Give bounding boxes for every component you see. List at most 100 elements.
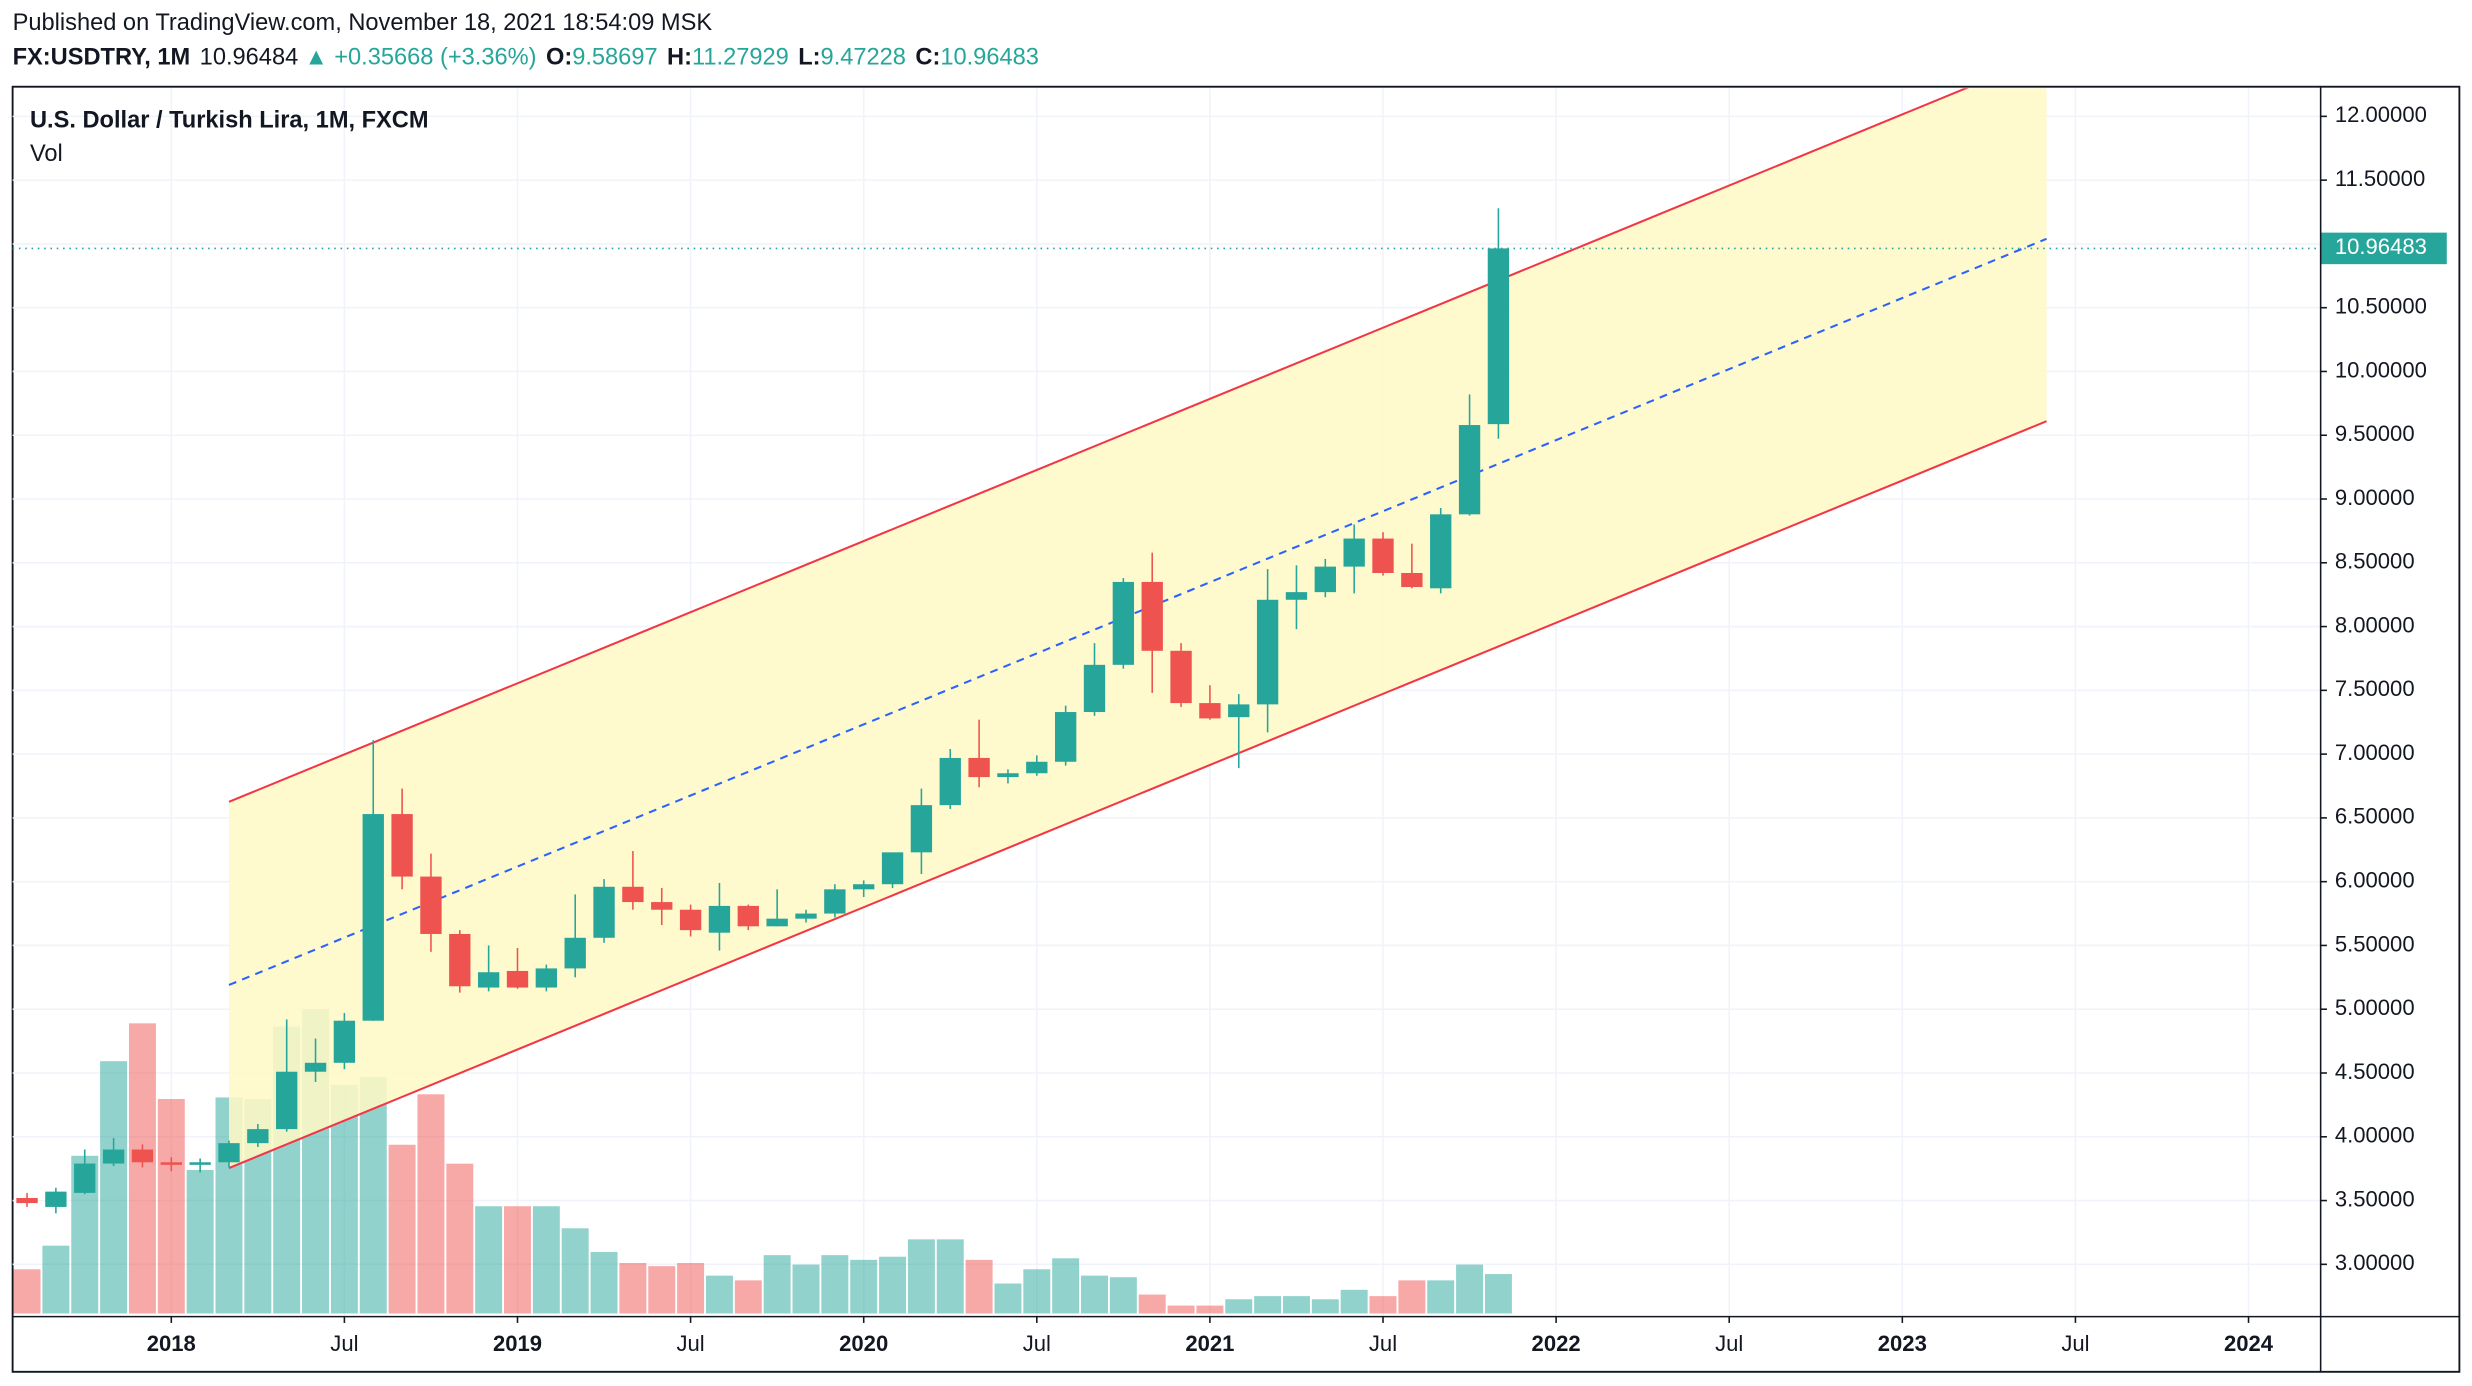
y-tick-label: 11.50000	[2335, 166, 2425, 191]
candle-body	[708, 905, 731, 933]
candle-body	[824, 889, 846, 914]
candle-body	[939, 757, 961, 806]
volume-bar	[359, 1076, 387, 1314]
volume-bar	[13, 1269, 41, 1314]
volume-bar	[157, 1099, 185, 1314]
x-tick-label: 2023	[1878, 1331, 1927, 1356]
volume-bar	[1052, 1258, 1080, 1314]
candle-body	[102, 1149, 125, 1164]
candle-body	[1054, 712, 1077, 762]
volume-bar	[850, 1259, 878, 1314]
x-tick-label: Jul	[330, 1331, 358, 1356]
candle-body	[45, 1191, 67, 1207]
volume-bar	[1196, 1305, 1224, 1314]
volume-bar	[1225, 1299, 1253, 1314]
ticker-line: FX:USDTRY, 1M 10.96484 ▲ +0.35668 (+3.36%) O…	[13, 45, 1039, 71]
volume-bar	[821, 1255, 849, 1314]
y-tick-label: 12.00000	[2335, 102, 2427, 127]
volume-bar	[561, 1228, 589, 1314]
candle-body	[1430, 514, 1452, 589]
change: +0.35668 (+3.36%)	[334, 45, 536, 71]
x-tick-label: 2021	[1185, 1331, 1234, 1356]
candle-body	[506, 970, 529, 988]
volume-bar	[1023, 1269, 1051, 1314]
candle-body	[593, 886, 615, 938]
y-tick-label: 10.50000	[2335, 294, 2427, 319]
legend-vol: Vol	[30, 141, 63, 167]
arrow: ▲	[305, 45, 328, 71]
candle-body	[535, 968, 558, 988]
volume-bar	[792, 1264, 820, 1314]
volume-bar	[763, 1255, 791, 1314]
last-price-tag	[2320, 232, 2447, 265]
y-tick-label: 6.50000	[2335, 804, 2415, 829]
volume-bar	[1167, 1305, 1195, 1314]
volume-bar	[677, 1263, 705, 1314]
volume-bar	[388, 1144, 416, 1314]
y-tick-label: 9.00000	[2335, 485, 2415, 510]
volume-bar	[417, 1094, 445, 1314]
y-tick-label: 3.50000	[2335, 1186, 2415, 1211]
last: 10.96484	[200, 45, 299, 71]
volume-bar	[1340, 1289, 1368, 1314]
candle-body	[333, 1020, 356, 1063]
o-label: O:	[546, 45, 572, 71]
published: Published on TradingView.com, November 1…	[13, 10, 713, 36]
candle-body	[420, 876, 442, 934]
volume-bar	[965, 1259, 993, 1314]
volume-bar	[42, 1245, 70, 1314]
volume-bar	[1427, 1280, 1455, 1314]
x-tick-label: Jul	[1023, 1331, 1051, 1356]
candle-body	[1343, 538, 1365, 567]
volume-bar	[1282, 1296, 1310, 1314]
volume-pane	[13, 1009, 1512, 1314]
symbol: FX:USDTRY, 1M	[13, 45, 191, 71]
c-value: 10.96483	[940, 45, 1039, 71]
candle-body	[795, 913, 817, 919]
candle-body	[1487, 248, 1510, 425]
volume-bar	[619, 1263, 647, 1314]
volume-bar	[504, 1206, 531, 1314]
candle-body	[1228, 704, 1250, 718]
volume-bar	[734, 1280, 762, 1314]
x-tick-label: 2018	[147, 1331, 196, 1356]
candle-body	[218, 1143, 240, 1163]
candle-body	[304, 1062, 327, 1072]
candle-body	[1372, 538, 1394, 573]
channel-fill	[228, 88, 2047, 1169]
x-tick-label: Jul	[2061, 1331, 2089, 1356]
x-tick-label: Jul	[676, 1331, 704, 1356]
y-tick-label: 5.00000	[2335, 995, 2415, 1020]
channel-middle	[228, 237, 2047, 986]
candle-body	[131, 1149, 154, 1163]
candle-body	[1314, 566, 1336, 593]
channel-upper	[228, 88, 1969, 803]
candle-body	[74, 1163, 96, 1193]
candles	[12, 208, 2321, 1214]
x-tick-label: 2020	[839, 1331, 888, 1356]
x-tick-label: Jul	[1369, 1331, 1397, 1356]
volume-bar	[879, 1256, 907, 1314]
candle-body	[189, 1162, 211, 1165]
volume-bar	[1311, 1299, 1339, 1314]
candle-body	[564, 937, 586, 969]
volume-bar	[1254, 1296, 1282, 1314]
h-label: H:	[667, 45, 692, 71]
last-price-label: 10.96483	[2335, 234, 2427, 259]
candle-body	[651, 902, 673, 910]
volume-bar	[648, 1266, 676, 1314]
y-tick-label: 9.50000	[2335, 421, 2415, 446]
candle-body	[247, 1129, 269, 1144]
candle-body	[1112, 581, 1135, 665]
candle-body	[622, 886, 644, 903]
volume-bar	[446, 1163, 474, 1314]
y-tick-label: 6.00000	[2335, 867, 2415, 892]
y-tick-label: 10.00000	[2335, 357, 2427, 382]
candle-body	[1170, 650, 1192, 704]
channel	[228, 88, 2047, 1169]
candle-body	[1285, 592, 1308, 600]
x-tick-label: 2024	[2224, 1331, 2274, 1356]
candle-body	[160, 1162, 182, 1165]
candle-body	[391, 814, 413, 877]
